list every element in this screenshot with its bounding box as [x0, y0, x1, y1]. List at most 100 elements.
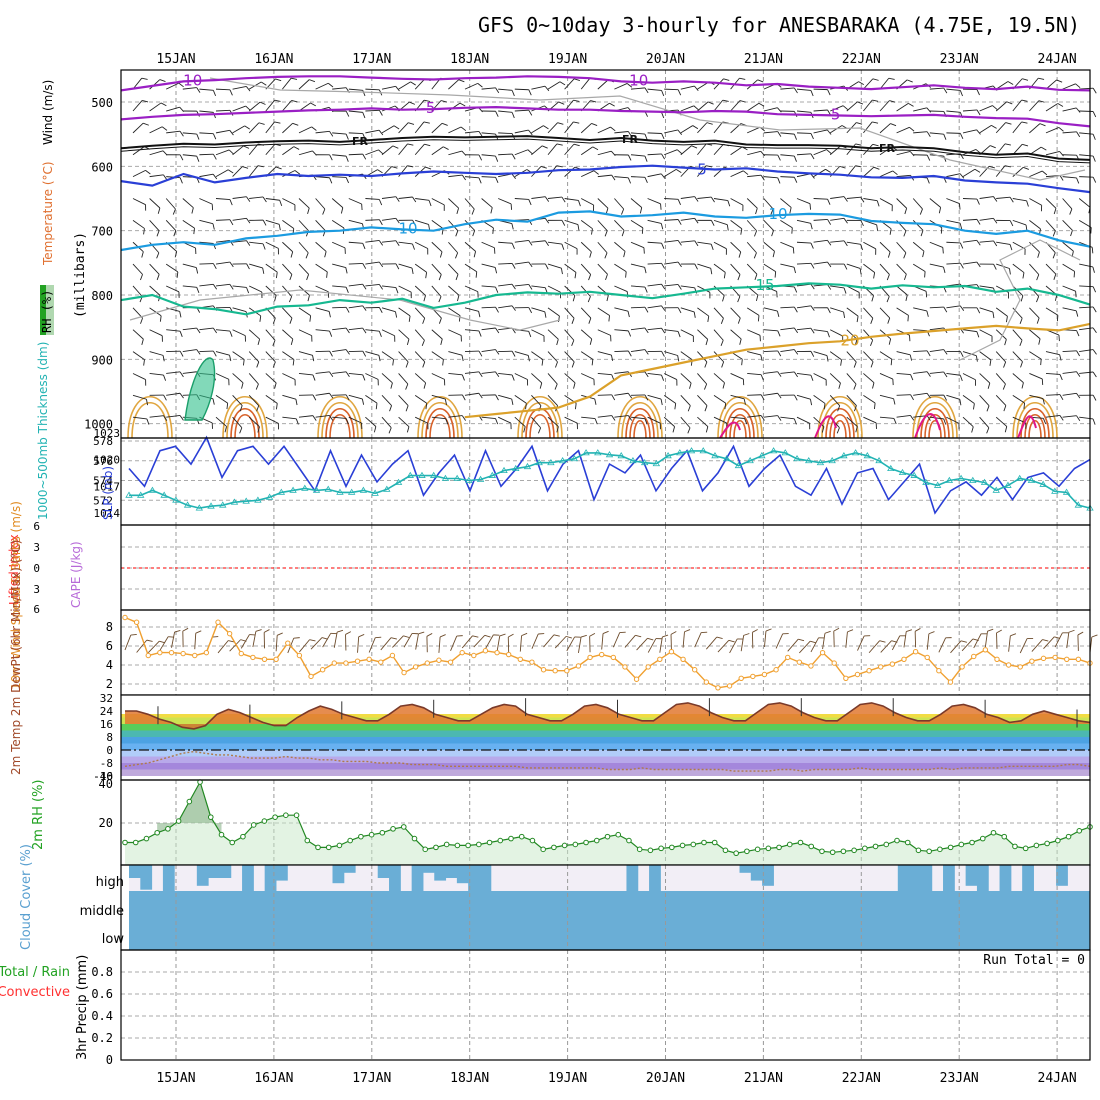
wind-barb [282, 170, 296, 178]
wind-barb [796, 327, 811, 331]
wind-barb-flag [743, 633, 750, 636]
thickness-marker [957, 474, 965, 481]
wind-barb [265, 241, 279, 249]
wind-barb [215, 129, 230, 134]
wind-barb-flag [538, 427, 542, 434]
wind-barb [448, 174, 463, 178]
wind-barb-flag [1075, 291, 1077, 298]
wind-barb-flag [178, 82, 184, 88]
wind-barb [403, 633, 413, 648]
wind-barb-flag [1002, 383, 1006, 390]
wind-barb [846, 241, 861, 245]
wind-barb-flag [827, 307, 831, 314]
wind-barb [282, 146, 295, 156]
rh-marker [626, 837, 632, 844]
wind-barb-flag [810, 153, 815, 160]
wind-barb [614, 415, 629, 418]
wind-barb [580, 241, 592, 253]
wind-barb [398, 285, 412, 293]
wind-barb-flag [345, 327, 350, 334]
wind-barb [763, 241, 775, 252]
wind-barb [149, 373, 164, 376]
wind-speed-marker [180, 650, 186, 657]
wind-barb-flag [425, 272, 428, 279]
wind-barb-flag [1076, 393, 1081, 399]
wind-barb-flag [926, 154, 931, 161]
rh-marker [615, 831, 622, 838]
wind-speed-marker [1064, 656, 1070, 662]
wind-barb [315, 220, 326, 231]
wind-barb [796, 219, 811, 224]
wind-barb [713, 416, 727, 424]
wind-barb-flag [511, 173, 516, 179]
wind-barb [813, 261, 828, 265]
wind-barb-flag [893, 398, 896, 405]
wind-barb [680, 240, 695, 243]
wind-barb-flag [677, 199, 682, 205]
wind-barb-flag [473, 251, 477, 258]
wind-barb [845, 631, 848, 648]
wind-barb-flag [179, 130, 184, 137]
wind-barb-flag [1005, 316, 1008, 323]
wind-barb-flag [710, 196, 715, 203]
wind-barb [332, 87, 347, 90]
thickness-marker [265, 493, 274, 500]
wind-barb-flag [886, 296, 890, 303]
wind-barb [647, 638, 657, 653]
rh-marker [1065, 833, 1072, 840]
wind-barb [1079, 87, 1094, 90]
wind-speed-marker [157, 649, 163, 656]
wind-barb [249, 263, 263, 269]
wind-barb [481, 241, 495, 249]
wind-barb-flag [723, 78, 730, 81]
wind-barb [547, 416, 559, 427]
wind-barb [912, 198, 923, 210]
wind-barb [614, 176, 629, 179]
wind-barb [962, 351, 977, 357]
wind-barb-flag [259, 101, 266, 105]
wind-barb [1045, 373, 1060, 375]
wind-barb [830, 217, 845, 221]
wind-barb-flag [525, 403, 527, 410]
wind-barb [1062, 107, 1077, 112]
wind-barb-flag [757, 79, 764, 83]
thickness-marker [183, 501, 192, 508]
wind-barb [531, 85, 546, 90]
wind-barb-flag [1076, 177, 1080, 184]
wind-barb-flag [661, 133, 665, 140]
wind-barb [232, 285, 247, 288]
wind-barb-flag [279, 200, 283, 207]
wind-barb [979, 329, 993, 337]
wind-barb [713, 241, 727, 250]
wind-barb [614, 285, 628, 292]
wind-barb-flag [161, 126, 168, 131]
wind-barb [682, 631, 685, 648]
thickness-tick-label: 574 [93, 475, 113, 488]
wind-barb [182, 349, 197, 353]
wind-barb-flag [904, 208, 908, 215]
wind-barb-flag [855, 165, 862, 168]
rh-contour [209, 77, 1086, 181]
wind-barb-flag [635, 634, 642, 638]
wind-barb [962, 218, 977, 221]
wind-barb-flag [457, 295, 460, 302]
wind-barb-flag [321, 637, 328, 640]
wind-barb [448, 415, 463, 418]
surface-temperature-contour [230, 408, 260, 439]
rh-marker [379, 829, 386, 836]
wind-barb [879, 100, 890, 112]
wind-barb [547, 351, 558, 363]
wind-barb-flag [305, 252, 309, 259]
wind-barb [481, 87, 496, 90]
wind-barb [730, 263, 741, 275]
wind-barb-flag [511, 283, 516, 290]
wind-barb [647, 416, 661, 424]
rh-marker [979, 835, 986, 842]
wind-barb-flag [545, 263, 549, 270]
wind-barb-flag [837, 405, 841, 412]
wind-barb-flag [405, 383, 409, 390]
wind-barb-flag [311, 126, 317, 131]
wind-barb [215, 88, 231, 91]
wind-barb-flag [1092, 371, 1097, 378]
